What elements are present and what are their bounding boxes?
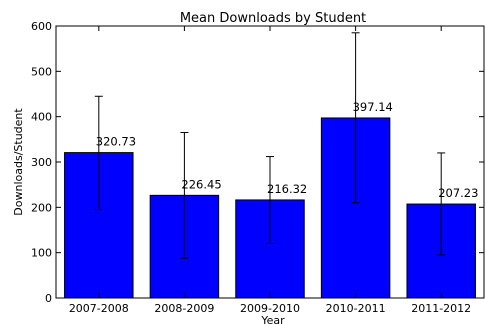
y-tick-label-400: 400 <box>31 111 52 124</box>
x-tick-label-2009-2010: 2009-2010 <box>240 302 300 315</box>
x-tick-label-2010-2011: 2010-2011 <box>326 302 386 315</box>
x-tick-label-2008-2009: 2008-2009 <box>154 302 214 315</box>
y-tick-label-0: 0 <box>45 292 52 305</box>
x-axis-title: Year <box>260 314 285 324</box>
y-tick-label-500: 500 <box>31 65 52 78</box>
x-tick-label-2011-2012: 2011-2012 <box>411 302 471 315</box>
plot-area: 0 100 200 300 400 500 600 2007-2008 2008-2009 200… <box>31 20 485 315</box>
data-label-2009-2010: 216.32 <box>267 182 307 196</box>
y-axis-title: Downloads/Student <box>12 108 25 216</box>
data-label-2011-2012: 207.23 <box>438 186 478 200</box>
data-label-2010-2011: 397.14 <box>353 100 393 114</box>
data-label-2008-2009: 226.45 <box>181 177 221 191</box>
y-tick-label-300: 300 <box>31 156 52 169</box>
y-tick-label-600: 600 <box>31 20 52 33</box>
x-tick-label-2007-2008: 2007-2008 <box>69 302 129 315</box>
y-tick-label-100: 100 <box>31 247 52 260</box>
y-tick-label-200: 200 <box>31 201 52 214</box>
data-label-2007-2008: 320.73 <box>96 135 136 149</box>
chart-title: Mean Downloads by Student <box>180 11 366 26</box>
